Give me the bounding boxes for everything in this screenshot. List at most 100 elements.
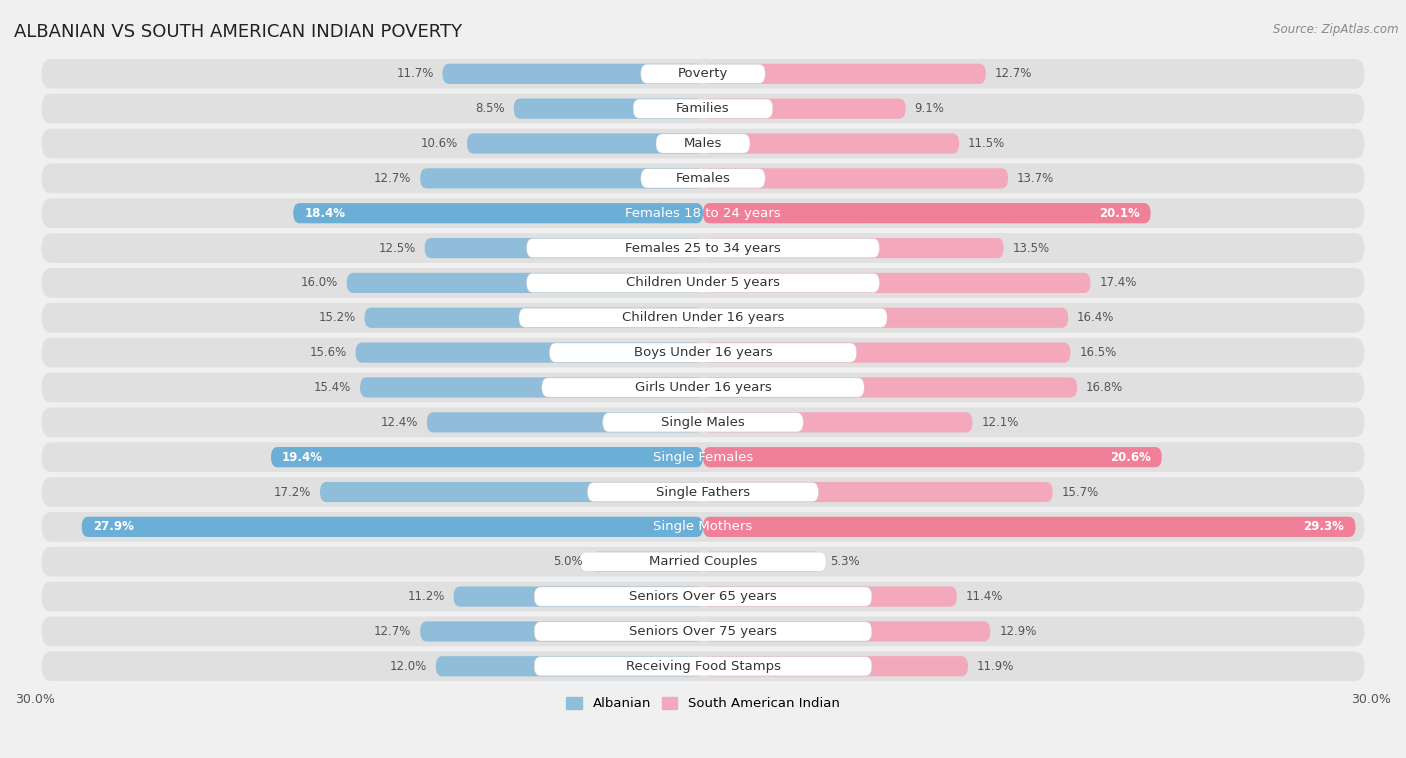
FancyBboxPatch shape	[592, 552, 703, 572]
Text: Seniors Over 65 years: Seniors Over 65 years	[628, 590, 778, 603]
Text: 17.4%: 17.4%	[1099, 277, 1137, 290]
FancyBboxPatch shape	[42, 443, 1364, 472]
Text: 12.1%: 12.1%	[981, 416, 1019, 429]
FancyBboxPatch shape	[526, 274, 880, 293]
Text: 15.7%: 15.7%	[1062, 486, 1098, 499]
Text: Males: Males	[683, 137, 723, 150]
FancyBboxPatch shape	[364, 308, 703, 328]
FancyBboxPatch shape	[42, 581, 1364, 612]
Text: 12.4%: 12.4%	[381, 416, 418, 429]
Text: 5.0%: 5.0%	[553, 555, 582, 568]
Text: Poverty: Poverty	[678, 67, 728, 80]
FancyBboxPatch shape	[703, 482, 1053, 502]
FancyBboxPatch shape	[42, 59, 1364, 89]
FancyBboxPatch shape	[42, 547, 1364, 577]
FancyBboxPatch shape	[534, 622, 872, 641]
Text: 19.4%: 19.4%	[283, 451, 323, 464]
Text: 9.1%: 9.1%	[914, 102, 945, 115]
FancyBboxPatch shape	[42, 94, 1364, 124]
FancyBboxPatch shape	[641, 169, 765, 188]
Legend: Albanian, South American Indian: Albanian, South American Indian	[561, 691, 845, 716]
FancyBboxPatch shape	[534, 587, 872, 606]
FancyBboxPatch shape	[703, 622, 990, 641]
FancyBboxPatch shape	[454, 587, 703, 606]
FancyBboxPatch shape	[347, 273, 703, 293]
FancyBboxPatch shape	[321, 482, 703, 502]
Text: 17.2%: 17.2%	[274, 486, 311, 499]
FancyBboxPatch shape	[443, 64, 703, 84]
FancyBboxPatch shape	[541, 377, 865, 397]
Text: 12.0%: 12.0%	[389, 659, 427, 673]
FancyBboxPatch shape	[42, 199, 1364, 228]
Text: 20.6%: 20.6%	[1109, 451, 1150, 464]
FancyBboxPatch shape	[82, 517, 703, 537]
Text: Single Fathers: Single Fathers	[657, 486, 749, 499]
FancyBboxPatch shape	[633, 99, 773, 118]
FancyBboxPatch shape	[420, 622, 703, 641]
Text: 16.0%: 16.0%	[301, 277, 337, 290]
FancyBboxPatch shape	[436, 656, 703, 676]
Text: 11.7%: 11.7%	[396, 67, 433, 80]
Text: Females: Females	[675, 172, 731, 185]
Text: 27.9%: 27.9%	[93, 520, 134, 534]
Text: 12.5%: 12.5%	[378, 242, 416, 255]
Text: 13.5%: 13.5%	[1012, 242, 1050, 255]
FancyBboxPatch shape	[657, 134, 749, 153]
FancyBboxPatch shape	[703, 168, 1008, 189]
Text: 11.2%: 11.2%	[408, 590, 444, 603]
FancyBboxPatch shape	[519, 309, 887, 327]
Text: 13.7%: 13.7%	[1017, 172, 1054, 185]
FancyBboxPatch shape	[42, 164, 1364, 193]
Text: Boys Under 16 years: Boys Under 16 years	[634, 346, 772, 359]
FancyBboxPatch shape	[703, 273, 1091, 293]
Text: 11.4%: 11.4%	[966, 590, 1002, 603]
Text: 12.7%: 12.7%	[994, 67, 1032, 80]
FancyBboxPatch shape	[703, 517, 1355, 537]
Text: Single Females: Single Females	[652, 451, 754, 464]
Text: 11.5%: 11.5%	[967, 137, 1005, 150]
FancyBboxPatch shape	[360, 377, 703, 397]
FancyBboxPatch shape	[427, 412, 703, 432]
FancyBboxPatch shape	[513, 99, 703, 119]
FancyBboxPatch shape	[703, 343, 1070, 363]
Text: ALBANIAN VS SOUTH AMERICAN INDIAN POVERTY: ALBANIAN VS SOUTH AMERICAN INDIAN POVERT…	[14, 23, 463, 41]
Text: 12.7%: 12.7%	[374, 172, 412, 185]
FancyBboxPatch shape	[703, 99, 905, 119]
FancyBboxPatch shape	[42, 233, 1364, 263]
Text: 11.9%: 11.9%	[977, 659, 1014, 673]
FancyBboxPatch shape	[42, 408, 1364, 437]
Text: 8.5%: 8.5%	[475, 102, 505, 115]
FancyBboxPatch shape	[42, 373, 1364, 402]
FancyBboxPatch shape	[703, 412, 973, 432]
FancyBboxPatch shape	[703, 203, 1150, 224]
Text: Females 25 to 34 years: Females 25 to 34 years	[626, 242, 780, 255]
FancyBboxPatch shape	[42, 129, 1364, 158]
Text: 16.5%: 16.5%	[1080, 346, 1116, 359]
Text: Single Males: Single Males	[661, 416, 745, 429]
Text: Source: ZipAtlas.com: Source: ZipAtlas.com	[1274, 23, 1399, 36]
FancyBboxPatch shape	[703, 552, 821, 572]
Text: Married Couples: Married Couples	[650, 555, 756, 568]
Text: Receiving Food Stamps: Receiving Food Stamps	[626, 659, 780, 673]
FancyBboxPatch shape	[356, 343, 703, 363]
FancyBboxPatch shape	[42, 616, 1364, 647]
FancyBboxPatch shape	[703, 308, 1069, 328]
FancyBboxPatch shape	[42, 303, 1364, 333]
FancyBboxPatch shape	[42, 512, 1364, 542]
FancyBboxPatch shape	[703, 447, 1161, 467]
FancyBboxPatch shape	[294, 203, 703, 224]
FancyBboxPatch shape	[703, 377, 1077, 397]
FancyBboxPatch shape	[703, 238, 1004, 258]
FancyBboxPatch shape	[42, 338, 1364, 368]
FancyBboxPatch shape	[579, 552, 827, 572]
FancyBboxPatch shape	[703, 656, 967, 676]
Text: Females 18 to 24 years: Females 18 to 24 years	[626, 207, 780, 220]
Text: Single Mothers: Single Mothers	[654, 520, 752, 534]
Text: 10.6%: 10.6%	[420, 137, 458, 150]
FancyBboxPatch shape	[703, 133, 959, 154]
Text: 16.8%: 16.8%	[1085, 381, 1123, 394]
FancyBboxPatch shape	[588, 482, 818, 502]
FancyBboxPatch shape	[42, 268, 1364, 298]
Text: 12.7%: 12.7%	[374, 625, 412, 638]
FancyBboxPatch shape	[467, 133, 703, 154]
